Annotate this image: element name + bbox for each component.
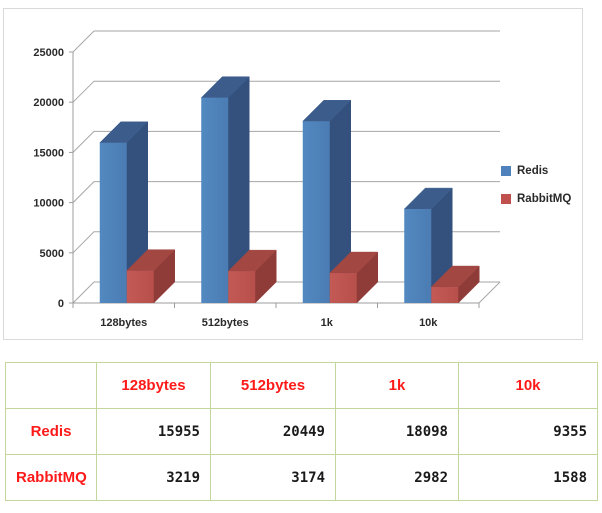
table-row: RabbitMQ 3219 3174 2982 1588 [5,454,598,501]
bar-redis-512bytes [200,76,250,304]
bar-rabbitmq-1k [329,251,379,304]
table-header-128bytes: 128bytes [96,362,211,409]
table-cell-redis-128bytes: 15955 [96,408,211,455]
x-axis-tick-labels: 128bytes 512bytes 1k 10k [100,317,438,329]
bar-rabbitmq-128bytes [126,249,176,304]
table-header-1k: 1k [335,362,459,409]
table-header-10k: 10k [458,362,598,409]
y-tick-5000: 5000 [40,248,64,260]
table-cell-rabbitmq-128bytes: 3219 [96,454,211,501]
legend-swatch-redis [501,166,511,176]
legend-label-rabbitmq: RabbitMQ [517,193,571,205]
x-tick-512bytes: 512bytes [202,317,249,329]
bar-rabbitmq-512bytes [227,249,277,304]
table-cell-rabbitmq-10k: 1588 [458,454,598,501]
data-table: 128bytes 512bytes 1k 10k Redis 15955 204… [5,362,598,501]
table-header-512bytes: 512bytes [210,362,336,409]
bar-redis-1k [302,99,352,304]
table-cell-redis-10k: 9355 [458,408,598,455]
table-header-row: 128bytes 512bytes 1k 10k [5,362,598,409]
y-tick-25000: 25000 [33,47,64,59]
bar-rabbitmq-10k [430,265,480,304]
bars [99,76,480,304]
x-tick-10k: 10k [419,317,438,329]
chart-legend: Redis RabbitMQ [501,165,571,205]
bar-chart-3d: 0 5000 10000 15000 20000 25000 128bytes 512byt… [33,30,571,329]
legend-swatch-rabbitmq [501,194,511,204]
y-tick-0: 0 [58,298,64,310]
y-tick-20000: 20000 [33,97,64,109]
legend-label-redis: Redis [517,165,548,177]
chart-panel: 0 5000 10000 15000 20000 25000 128bytes 512byt… [3,8,583,340]
y-tick-15000: 15000 [33,147,64,159]
x-tick-128bytes: 128bytes [100,317,147,329]
table-row-label-redis: Redis [5,408,97,455]
table-row-label-rabbitmq: RabbitMQ [5,454,97,501]
y-axis-tick-labels: 0 5000 10000 15000 20000 25000 [33,47,64,310]
table-cell-redis-512bytes: 20449 [210,408,336,455]
table-cell-rabbitmq-512bytes: 3174 [210,454,336,501]
table-row: Redis 15955 20449 18098 9355 [5,408,598,455]
x-tick-1k: 1k [321,317,334,329]
table-cell-rabbitmq-1k: 2982 [335,454,459,501]
table-corner-cell [5,362,97,409]
y-tick-10000: 10000 [33,198,64,210]
table-cell-redis-1k: 18098 [335,408,459,455]
